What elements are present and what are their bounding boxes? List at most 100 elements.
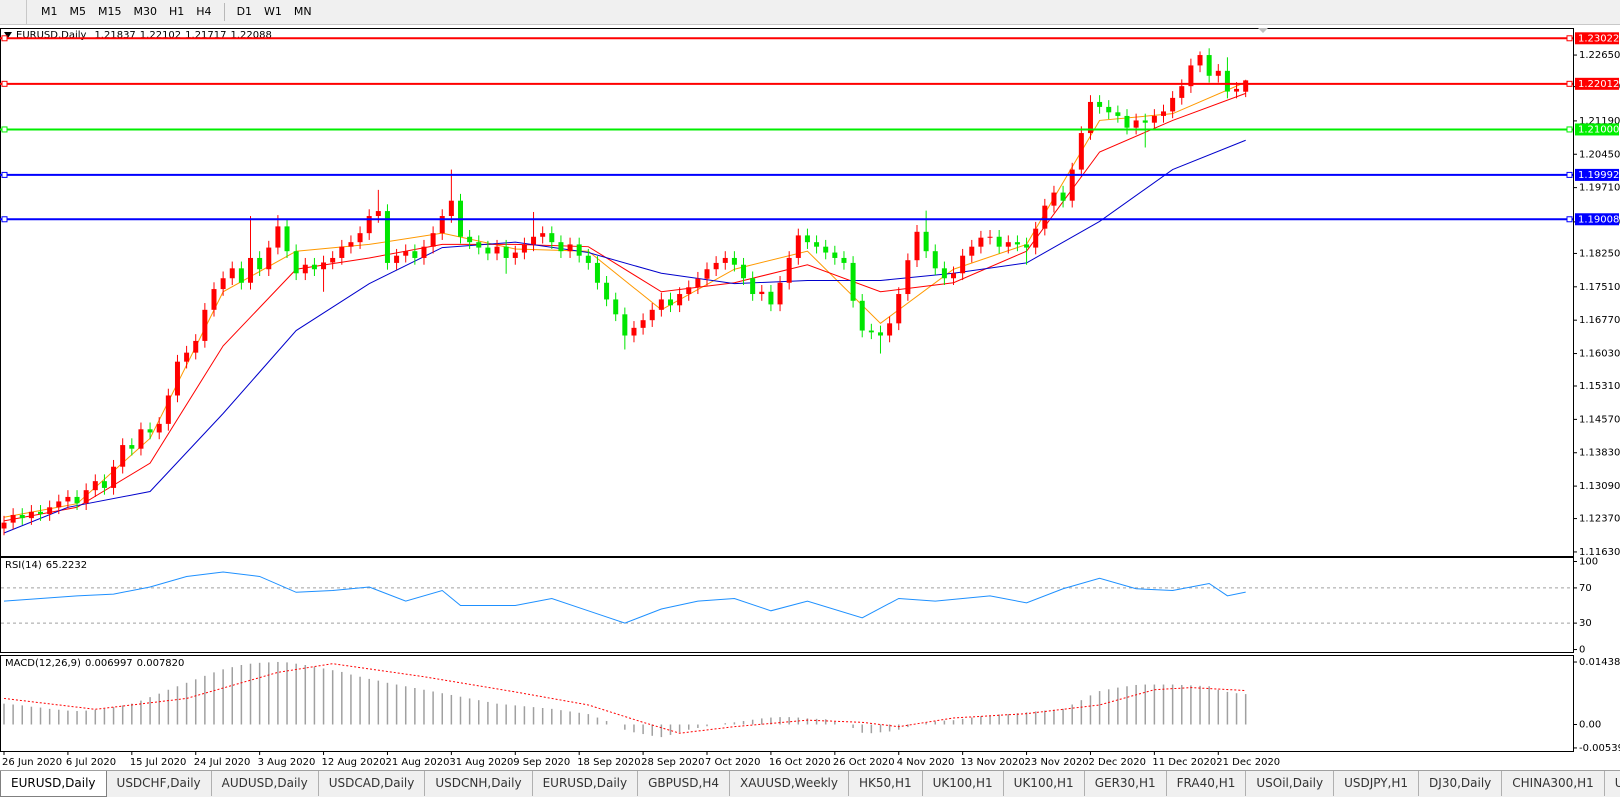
separator <box>223 3 225 21</box>
y-tick-label: 1.14570 <box>1579 414 1620 425</box>
y-tick-label: 1.18250 <box>1579 248 1620 259</box>
timeframe-button[interactable]: M1 <box>41 5 58 18</box>
chart-tab[interactable]: HK50,H1 <box>849 771 923 796</box>
candle-body <box>841 257 847 263</box>
chart-tab[interactable]: EURUSD,Daily <box>533 771 639 796</box>
x-tick-label: 26 Jun 2020 <box>2 757 62 768</box>
chart-tab[interactable]: FRA40,H1 <box>1167 771 1247 796</box>
timeframe-button[interactable]: M30 <box>133 5 158 18</box>
candle-body <box>211 289 217 310</box>
timeframe-button[interactable]: D1 <box>236 5 253 18</box>
level-handle <box>1566 35 1573 42</box>
y-tick-label: 30 <box>1579 618 1592 629</box>
candle-body <box>229 268 235 279</box>
candle-body <box>111 466 117 488</box>
candle-body <box>1078 133 1084 170</box>
timeframe-button[interactable]: M5 <box>69 5 87 18</box>
symbol: EURUSD,Daily <box>16 30 87 41</box>
candle-body <box>1097 101 1103 107</box>
candle-body <box>448 200 454 217</box>
chart-tab[interactable]: EURUSD,Daily <box>0 771 107 797</box>
chart-window: 1.226501.219501.211901.204501.197101.189… <box>0 25 1620 770</box>
ohlc-value: 1.21837 <box>94 30 135 41</box>
candle-body <box>649 309 655 321</box>
candle-body <box>476 242 482 248</box>
level-handle <box>1566 216 1573 223</box>
candle-body <box>1142 120 1148 123</box>
candle-body <box>731 257 737 265</box>
level-price-label: 1.22012 <box>1578 79 1619 90</box>
timeframe-button[interactable]: H1 <box>169 5 185 18</box>
timeframe-button[interactable]: W1 <box>264 5 282 18</box>
level-price-label: 1.21000 <box>1578 124 1619 135</box>
candle-body <box>768 291 774 305</box>
chart-tab[interactable]: USOil,Daily <box>1246 771 1335 796</box>
indicator-name: RSI(14) <box>5 560 42 571</box>
candle-body <box>302 264 308 274</box>
candle-body <box>38 511 44 515</box>
candle-body <box>896 294 902 324</box>
chart-tab[interactable]: USDCHF,Daily <box>107 771 212 796</box>
level-handle <box>1566 126 1573 133</box>
chart-tab[interactable]: AUDUSD,Daily <box>212 771 319 796</box>
x-tick-label: 15 Jul 2020 <box>130 757 187 768</box>
candle-body <box>722 257 728 263</box>
candle-body <box>384 211 390 263</box>
timeframe-button[interactable]: H4 <box>196 5 212 18</box>
chart-tab[interactable]: U <box>1605 771 1620 796</box>
x-tick-label: 26 Oct 2020 <box>833 757 895 768</box>
candle-body <box>1206 55 1212 76</box>
candle-body <box>631 327 637 336</box>
y-tick-label: -0.005396 <box>1579 743 1620 754</box>
candle-body <box>859 300 865 331</box>
timeframe-button[interactable]: M15 <box>98 5 122 18</box>
candle-body <box>850 262 856 301</box>
level-handle <box>1 216 8 223</box>
chart-tab[interactable]: UK100,H1 <box>923 771 1004 796</box>
candle-body <box>257 257 263 270</box>
y-tick-label: 70 <box>1579 583 1592 594</box>
x-tick-label: 7 Oct 2020 <box>705 757 760 768</box>
candle-body <box>19 514 25 519</box>
candle-body <box>567 244 573 252</box>
indicator-title: MACD(12,26,9) 0.006997 0.007820 <box>5 658 184 669</box>
chart-tab[interactable]: GBPUSD,H4 <box>638 771 730 796</box>
candle-body <box>238 268 244 283</box>
x-tick-label: 21 Aug 2020 <box>385 757 449 768</box>
y-tick-label: 1.21190 <box>1579 116 1620 127</box>
candle-body <box>467 236 473 243</box>
panel-frame <box>0 557 1574 653</box>
candle-body <box>1197 55 1203 66</box>
chart-tab[interactable]: USDJPY,H1 <box>1334 771 1420 796</box>
candle-body <box>640 320 646 328</box>
chart-tab[interactable]: DJ30,Daily <box>1419 771 1503 796</box>
candle-body <box>339 246 345 258</box>
symbol-header: EURUSD,Daily 1.21837 1.22102 1.21717 1.22088 <box>16 30 272 41</box>
chart-tab[interactable]: CHINA300,H1 <box>1502 771 1605 796</box>
candle-body <box>430 233 436 247</box>
candle-body <box>83 490 89 504</box>
y-tick-label: 0.00 <box>1579 720 1601 731</box>
candle-body <box>1115 112 1121 116</box>
chart-tab[interactable]: USDCAD,Daily <box>319 771 426 796</box>
candle-body <box>914 231 920 261</box>
candle-body <box>321 262 327 270</box>
chart-tab[interactable]: UK100,H1 <box>1004 771 1085 796</box>
candle-body <box>412 251 418 258</box>
candle-body <box>786 257 792 283</box>
candle-body <box>357 233 363 243</box>
chart-tab[interactable]: USDCNH,Daily <box>425 771 533 796</box>
candle-body <box>576 244 582 256</box>
chart-tab[interactable]: XAUUSD,Weekly <box>730 771 849 796</box>
candle-body <box>1106 106 1112 113</box>
level-price-box <box>1575 213 1619 226</box>
timeframe-button[interactable]: MN <box>293 5 312 18</box>
candle-body <box>1234 88 1240 92</box>
header-arrow <box>4 32 12 38</box>
candle-body <box>10 514 16 523</box>
chart-tab[interactable]: GER30,H1 <box>1085 771 1167 796</box>
candle-body <box>1042 205 1048 229</box>
level-price-label: 1.23022 <box>1578 33 1619 44</box>
candle-body <box>1060 192 1066 201</box>
level-handle <box>1566 80 1573 87</box>
